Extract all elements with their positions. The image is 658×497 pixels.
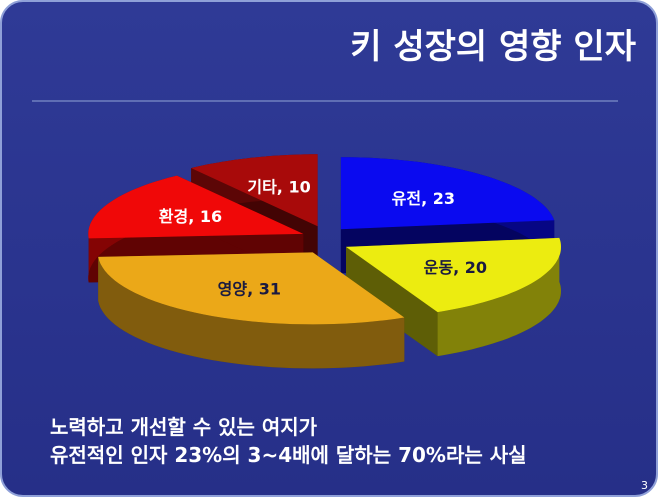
slice: 영양, 31 — [98, 252, 405, 369]
slice-top — [191, 154, 318, 227]
slice-top — [88, 175, 304, 239]
slice-wall — [437, 237, 561, 357]
slice-cut-face — [346, 246, 438, 357]
caption-line: 유전적인 인자 23%의 3~4배에 달하는 70%라는 사실 — [50, 443, 527, 467]
caption-line: 노력하고 개선할 수 있는 여지가 — [50, 415, 318, 439]
data-label: 환경, 16 — [159, 207, 222, 226]
slice-top — [98, 252, 405, 325]
data-label: 운동, 20 — [424, 258, 487, 277]
slice-top — [340, 157, 555, 230]
data-label: 영양, 31 — [218, 279, 281, 298]
slide-title: 키 성장의 영향 인자 — [350, 27, 636, 67]
page-number: 3 — [641, 479, 648, 492]
data-label: 유전, 23 — [392, 189, 455, 208]
data-label: 기타, 10 — [247, 178, 310, 197]
pie-chart: 기타, 10 유전, 23 환경, 16 운동, 20 영양, 31 — [88, 154, 561, 369]
slice: 운동, 20 — [346, 237, 561, 357]
slice-top — [346, 237, 561, 313]
slice-wall — [98, 256, 405, 369]
